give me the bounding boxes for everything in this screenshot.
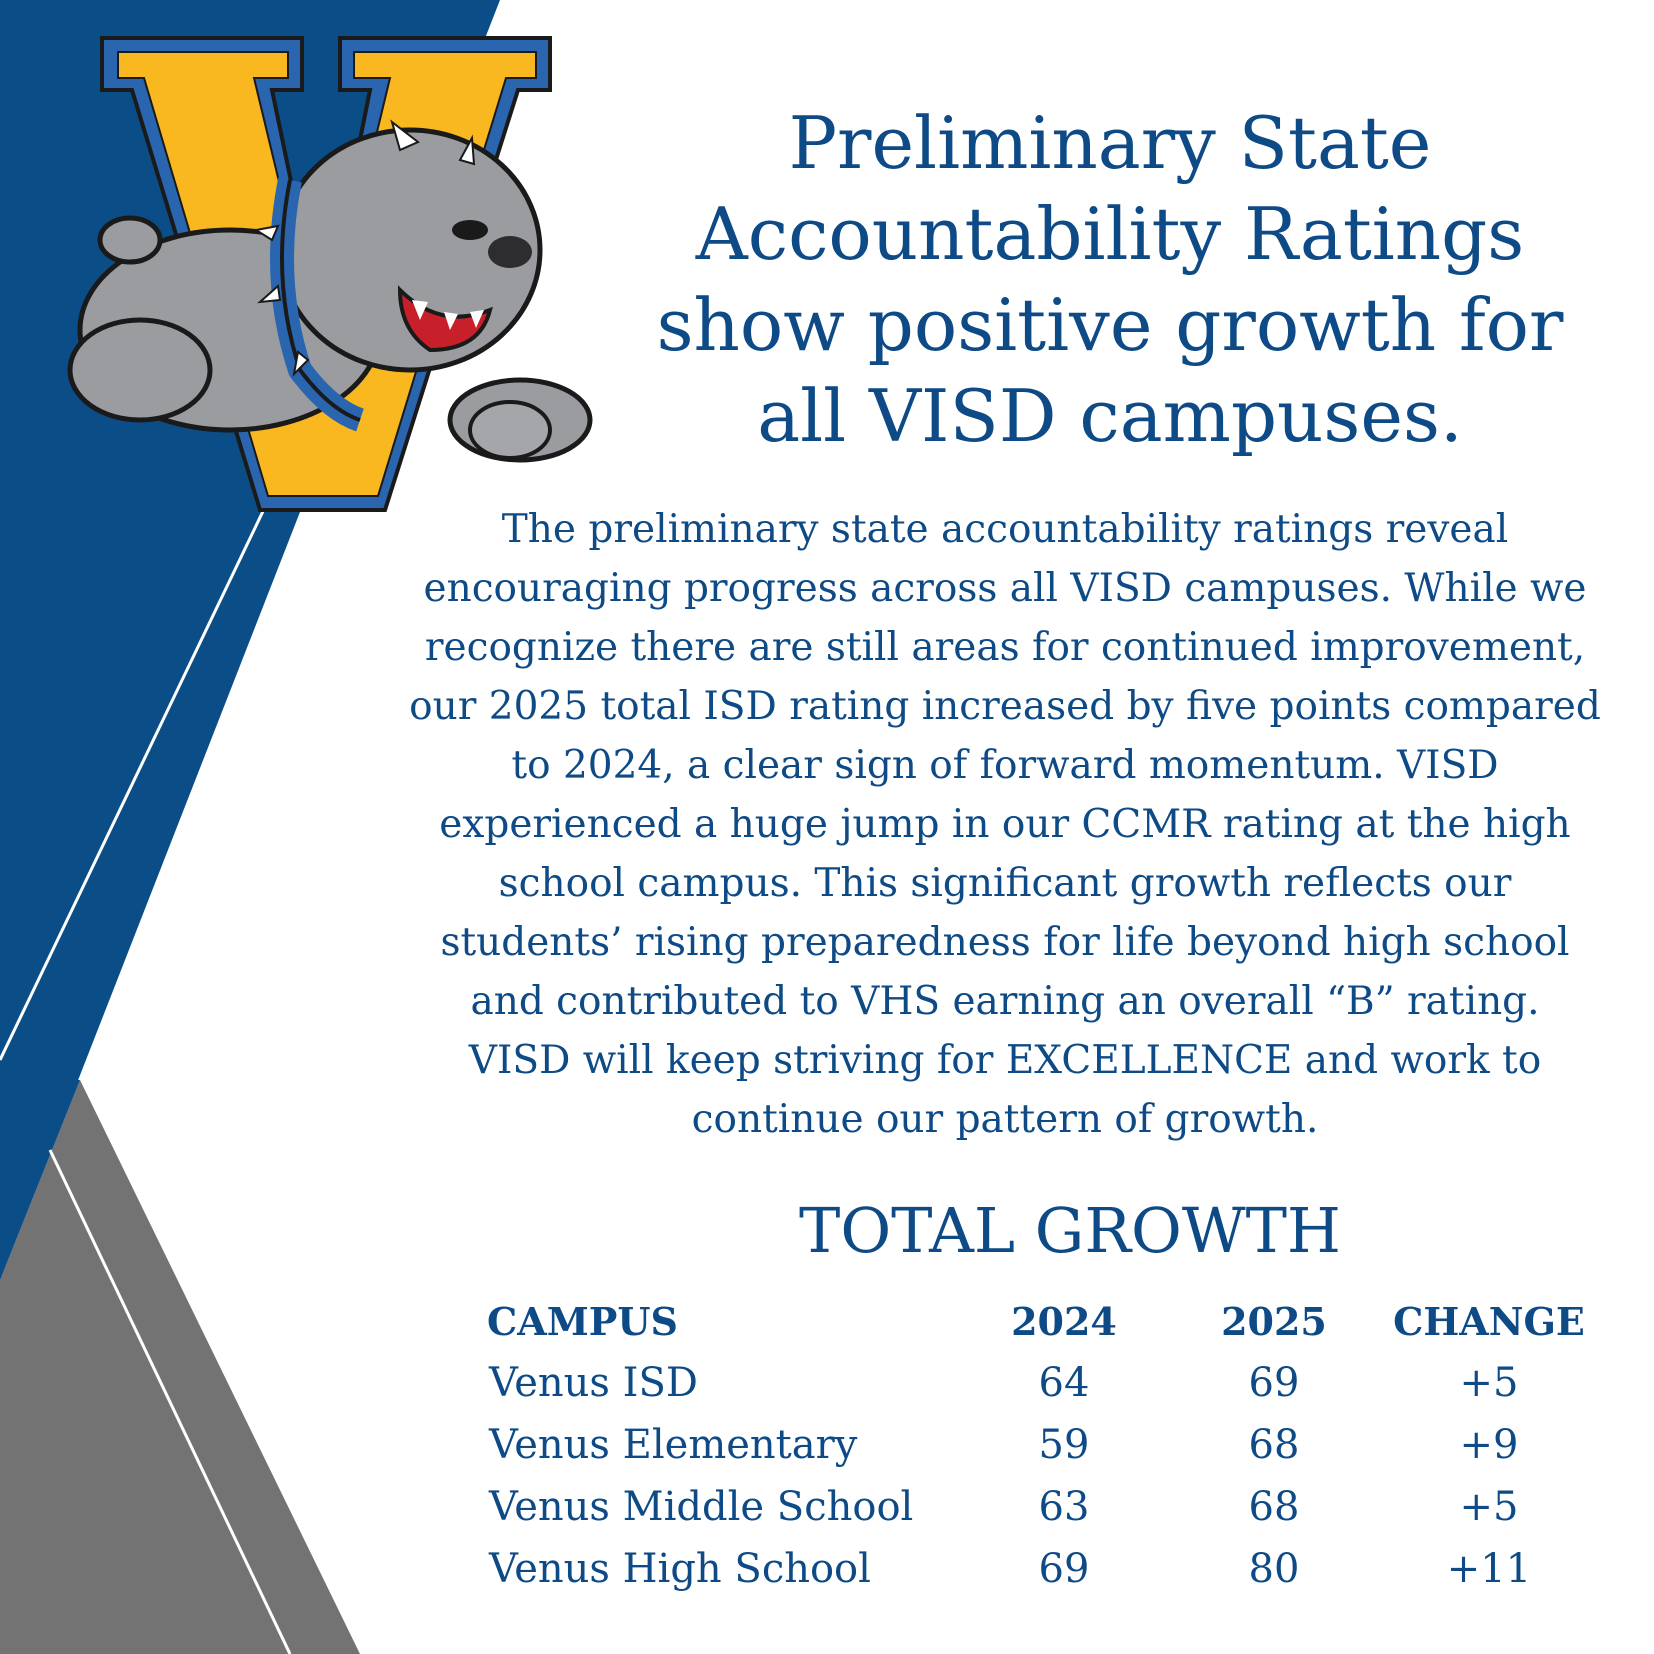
table-header-row: CAMPUS 2024 2025 CHANGE: [482, 1290, 1589, 1352]
headline-line: Accountability Ratings: [695, 192, 1525, 276]
body-line: VISD will keep striving for EXCELLENCE a…: [468, 1038, 1542, 1083]
body-line: continue our pattern of growth.: [691, 1097, 1319, 1142]
score-2024: 63: [1038, 1484, 1090, 1530]
body-line: encouraging progress across all VISD cam…: [423, 566, 1587, 611]
score-change: +11: [1446, 1546, 1532, 1592]
table-row: Venus ISD 64 69 +5: [482, 1352, 1589, 1414]
campus-name: Venus ISD: [489, 1360, 698, 1406]
score-change: +5: [1459, 1360, 1519, 1406]
body-line: The preliminary state accountability rat…: [501, 507, 1509, 552]
score-2025: 69: [1248, 1360, 1300, 1406]
score-2024: 64: [1038, 1360, 1090, 1406]
campus-name: Venus Elementary: [489, 1422, 858, 1468]
table-row: Venus High School 69 80 +11: [482, 1538, 1589, 1600]
header-2025: 2025: [1221, 1298, 1327, 1344]
bulldog-v-logo: [67, 36, 593, 512]
body-line: school campus. This significant growth r…: [498, 861, 1512, 906]
headline-line: all VISD campuses.: [757, 374, 1463, 458]
headline-line: Preliminary State: [788, 101, 1432, 185]
header-2024: 2024: [1011, 1298, 1117, 1344]
header-campus: CAMPUS: [487, 1298, 678, 1344]
campus-name: Venus High School: [489, 1546, 871, 1592]
white-stripe-lower: [48, 1149, 292, 1654]
campus-name: Venus Middle School: [489, 1484, 914, 1530]
body-line: students’ rising preparedness for life b…: [440, 920, 1570, 965]
score-2025: 80: [1248, 1546, 1300, 1592]
growth-title: TOTAL GROWTH: [799, 1194, 1341, 1267]
score-2024: 69: [1038, 1546, 1090, 1592]
headline-line: show positive growth for: [656, 283, 1564, 367]
gray-band: [0, 1080, 360, 1654]
bulldog-icon: [67, 119, 593, 463]
navy-band-lower: [0, 1080, 80, 1280]
score-2025: 68: [1248, 1484, 1300, 1530]
growth-table: CAMPUS 2024 2025 CHANGE Venus ISD 64 69 …: [482, 1290, 1589, 1600]
table-row: Venus Middle School 63 68 +5: [482, 1476, 1589, 1538]
table-row: Venus Elementary 59 68 +9: [482, 1414, 1589, 1476]
headline: Preliminary State Accountability Ratings…: [620, 98, 1600, 462]
score-change: +5: [1459, 1484, 1519, 1530]
score-2025: 68: [1248, 1422, 1300, 1468]
score-2024: 59: [1038, 1422, 1090, 1468]
body-line: our 2025 total ISD rating increased by f…: [409, 684, 1601, 729]
header-change: CHANGE: [1393, 1298, 1585, 1344]
body-line: recognize there are still areas for cont…: [424, 625, 1586, 670]
body-paragraph: The preliminary state accountability rat…: [370, 500, 1640, 1149]
score-change: +9: [1459, 1422, 1519, 1468]
body-line: and contributed to VHS earning an overal…: [470, 979, 1540, 1024]
body-line: to 2024, a clear sign of forward momentu…: [511, 743, 1499, 788]
body-line: experienced a huge jump in our CCMR rati…: [439, 802, 1571, 847]
